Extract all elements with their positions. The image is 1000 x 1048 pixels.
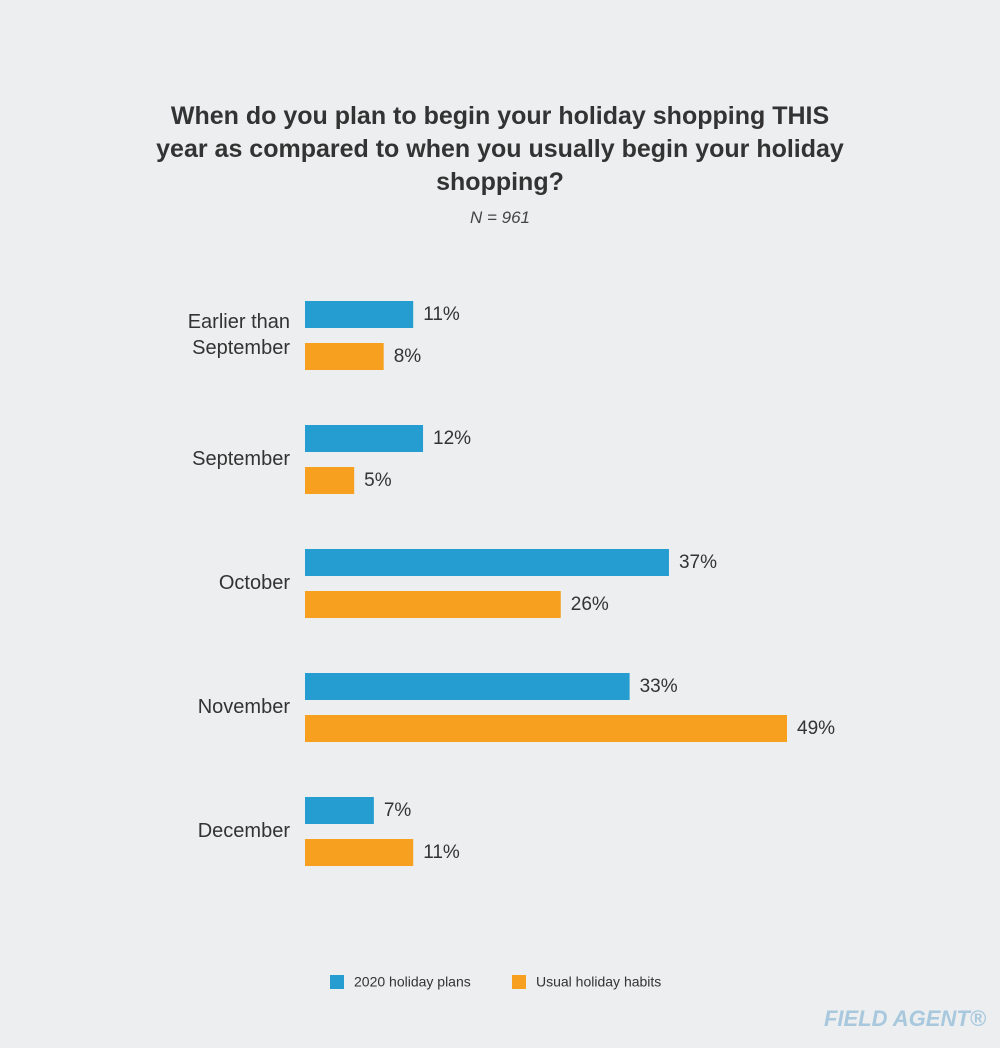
legend-swatch — [512, 975, 526, 989]
category-label: November — [197, 696, 290, 718]
data-label: 11% — [423, 842, 460, 863]
bar — [305, 839, 414, 866]
data-label: 49% — [797, 718, 835, 739]
brand-logo: FIELD AGENT® — [823, 1006, 986, 1031]
legend-label: Usual holiday habits — [536, 974, 661, 990]
data-label: 37% — [679, 552, 717, 573]
category-label: Earlier than September — [187, 311, 290, 359]
bar — [305, 673, 630, 700]
bar — [305, 715, 787, 742]
category-label: September — [192, 448, 290, 470]
bar — [305, 343, 384, 370]
bar — [305, 425, 424, 452]
bar — [305, 301, 414, 328]
bar — [305, 467, 355, 494]
data-label: 8% — [394, 346, 422, 367]
data-label: 26% — [571, 594, 609, 615]
bar — [305, 797, 374, 824]
category-label: December — [197, 820, 290, 842]
chart-subtitle: N = 961 — [469, 208, 530, 227]
legend-label: 2020 holiday plans — [354, 974, 471, 990]
bar — [305, 549, 669, 576]
data-label: 11% — [423, 304, 460, 325]
category-label: October — [218, 572, 290, 594]
data-label: 5% — [364, 470, 392, 491]
bar — [305, 591, 561, 618]
legend-swatch — [330, 975, 344, 989]
chart-title: When do you plan to begin your holiday s… — [156, 102, 844, 196]
data-label: 7% — [384, 800, 412, 821]
data-label: 12% — [433, 428, 471, 449]
data-label: 33% — [640, 676, 678, 697]
